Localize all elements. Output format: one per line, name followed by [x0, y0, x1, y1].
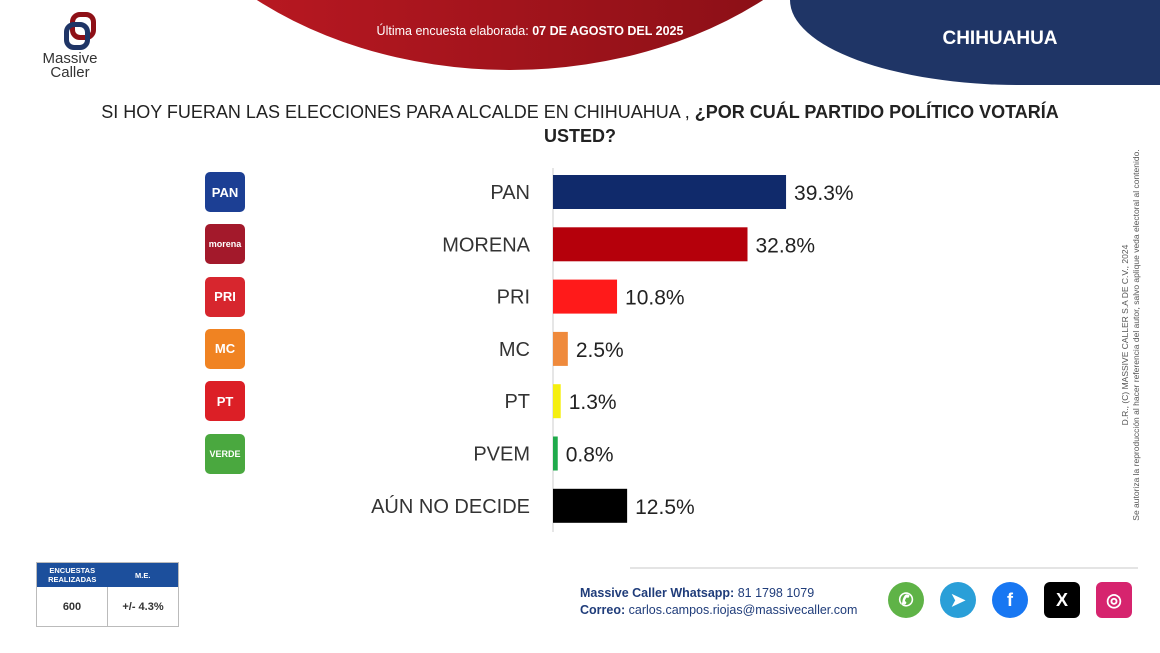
category-label: MORENA — [442, 234, 530, 256]
margin-header: M.E. — [135, 570, 151, 580]
value-label: 2.5% — [576, 339, 624, 362]
contact-info: Massive Caller Whatsapp: 81 1798 1079 Co… — [580, 586, 858, 617]
logo-mark-icon — [46, 12, 96, 52]
bar-mc — [553, 331, 568, 366]
party-logo-verde: VERDE — [205, 433, 245, 474]
whatsapp-number[interactable]: 81 1798 1079 — [737, 586, 815, 600]
value-label: 0.8% — [566, 444, 614, 467]
instagram-icon[interactable]: ◎ — [1096, 582, 1132, 618]
telegram-icon[interactable]: ➤ — [940, 582, 976, 618]
whatsapp-icon[interactable]: ✆ — [888, 582, 924, 618]
category-label: PAN — [490, 182, 530, 204]
surveys-value: 600 — [62, 601, 82, 613]
bar-pri — [553, 279, 618, 314]
category-label: MC — [499, 339, 530, 361]
bar-aún-no-decide — [553, 488, 628, 523]
party-logo-pt: PT — [205, 381, 245, 422]
value-label: 39.3% — [794, 182, 854, 205]
category-label: AÚN NO DECIDE — [371, 495, 530, 518]
value-label: 1.3% — [569, 391, 617, 414]
party-logo-pri: PRI — [205, 276, 245, 317]
survey-stats-table: ENCUESTAS REALIZADAS M.E. 600 +/- 4.3% — [36, 562, 179, 627]
value-label: 32.8% — [756, 234, 816, 257]
bar-pt — [553, 384, 561, 419]
party-logo-mc: MC — [205, 328, 245, 369]
bar-pvem — [553, 436, 558, 471]
margin-value: +/- 4.3% — [107, 587, 178, 627]
value-label: 10.8% — [625, 287, 685, 310]
copyright-notice: D.R., (C) MASSIVE CALLER S.A DE C.V., 20… — [1120, 149, 1141, 521]
category-label: PRI — [497, 287, 530, 309]
survey-date: Última encuesta elaborada: 07 DE AGOSTO … — [376, 24, 684, 38]
logo-text: Massive — [42, 50, 98, 67]
surveys-header: ENCUESTAS REALIZADAS — [48, 566, 97, 584]
category-label: PVEM — [473, 444, 530, 466]
chart-question: SI HOY FUERAN LAS ELECCIONES PARA ALCALD… — [101, 102, 1059, 146]
logo-text: Caller — [50, 64, 90, 81]
divider — [630, 567, 1138, 569]
party-logo-pan: PAN — [205, 172, 245, 212]
bar-pan — [553, 175, 787, 209]
email-link[interactable]: carlos.campos.riojas@massivecaller.com — [628, 603, 858, 617]
value-label: 12.5% — [635, 496, 695, 519]
bar-morena — [553, 227, 748, 262]
state-name: CHIHUAHUA — [942, 28, 1058, 49]
massive-caller-logo: Massive Caller — [30, 12, 110, 80]
category-label: PT — [504, 391, 530, 413]
party-logo-morena: morena — [205, 224, 245, 265]
facebook-icon[interactable]: f — [992, 582, 1028, 618]
x-icon[interactable]: X — [1044, 582, 1080, 618]
